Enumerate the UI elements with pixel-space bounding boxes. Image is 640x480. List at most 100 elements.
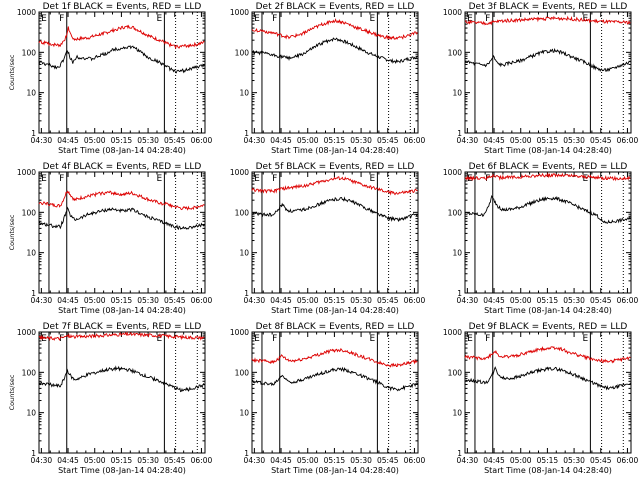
series-lld-line <box>251 176 418 196</box>
y-tick-label: 1 <box>457 289 462 298</box>
chart-title: Det 9f BLACK = Events, RED = LLD <box>469 322 628 332</box>
chart-title: Det 3f BLACK = Events, RED = LLD <box>469 2 628 12</box>
plot-frame <box>464 11 632 134</box>
chart-panel-4: Det 4f BLACK = Events, RED = LLD 1 10 100 10… <box>8 162 212 315</box>
x-tick-label: 06:00 <box>404 136 426 145</box>
event-marker-label: E <box>467 334 473 344</box>
x-axis-label: Start Time (08-Jan-14 04:28:40) <box>271 306 399 315</box>
event-marker-label: E <box>254 14 260 24</box>
x-tick-label: 06:00 <box>404 296 426 305</box>
plot-frame <box>251 331 419 454</box>
plot-frame <box>251 171 419 294</box>
chart-title: Det 5f BLACK = Events, RED = LLD <box>256 162 415 172</box>
series-events-line <box>464 195 631 224</box>
x-tick-label: 05:15 <box>111 136 133 145</box>
y-tick-label: 100 <box>448 368 463 377</box>
y-axis-label: Counts/sec <box>8 374 16 410</box>
x-tick-label: 05:15 <box>324 456 346 465</box>
y-tick-label: 100 <box>235 208 250 217</box>
event-marker-label: F <box>59 174 64 184</box>
series-lld-line <box>464 346 631 364</box>
x-tick-label: 05:15 <box>324 136 346 145</box>
x-tick-label: 04:45 <box>57 296 79 305</box>
chart-panel-7: Det 7f BLACK = Events, RED = LLD 1 10 100 10… <box>8 322 212 475</box>
series-events-line <box>38 365 205 393</box>
plot-frame <box>464 171 632 294</box>
x-tick-label: 05:15 <box>111 296 133 305</box>
y-tick-label: 100 <box>22 368 37 377</box>
x-tick-label: 05:45 <box>377 456 399 465</box>
event-marker-label: E <box>583 334 589 344</box>
chart-title: Det 4f BLACK = Events, RED = LLD <box>43 162 202 172</box>
x-tick-label: 04:30 <box>457 456 479 465</box>
y-tick-label: 1000 <box>17 328 36 337</box>
series-lld-line <box>464 172 631 182</box>
x-tick-label: 05:45 <box>377 296 399 305</box>
series-events-line <box>251 366 418 392</box>
x-tick-label: 05:00 <box>510 456 532 465</box>
y-tick-label: 1 <box>457 449 462 458</box>
x-tick-label: 04:45 <box>57 136 79 145</box>
y-tick-label: 1000 <box>17 168 36 177</box>
x-tick-label: 04:45 <box>270 456 292 465</box>
y-tick-label: 1000 <box>443 168 462 177</box>
plot-frame <box>251 11 419 134</box>
series-lld-line <box>38 331 205 341</box>
y-tick-label: 10 <box>452 249 462 258</box>
x-tick-label: 06:00 <box>617 296 639 305</box>
x-tick-label: 05:00 <box>510 136 532 145</box>
x-tick-label: 05:00 <box>297 136 319 145</box>
x-tick-label: 05:15 <box>324 296 346 305</box>
x-tick-label: 05:30 <box>350 296 372 305</box>
series-events-line <box>38 206 205 231</box>
event-marker-label: E <box>254 334 260 344</box>
event-marker-label: F <box>485 174 490 184</box>
x-tick-label: 04:45 <box>483 296 505 305</box>
y-axis-label: Counts/sec <box>8 54 16 90</box>
chart-panel-1: Det 1f BLACK = Events, RED = LLD 1 10 100 10… <box>8 2 212 155</box>
series-lld-line <box>38 190 205 211</box>
y-tick-label: 10 <box>26 249 36 258</box>
x-tick-label: 04:30 <box>244 136 266 145</box>
chart-panel-6: Det 6f BLACK = Events, RED = LLD 1 10 100 10… <box>443 162 639 315</box>
y-tick-label: 1000 <box>230 8 249 17</box>
chart-title: Det 1f BLACK = Events, RED = LLD <box>43 2 202 12</box>
x-tick-label: 05:30 <box>350 136 372 145</box>
event-marker-label: F <box>272 14 277 24</box>
series-lld-line <box>38 24 205 50</box>
x-tick-label: 04:45 <box>57 456 79 465</box>
y-tick-label: 100 <box>235 48 250 57</box>
y-axis-label: Counts/sec <box>8 214 16 250</box>
x-axis-label: Start Time (08-Jan-14 04:28:40) <box>58 306 186 315</box>
series-events-line <box>251 196 418 223</box>
x-tick-label: 05:45 <box>590 136 612 145</box>
chart-title: Det 7f BLACK = Events, RED = LLD <box>43 322 202 332</box>
y-tick-label: 10 <box>239 249 249 258</box>
chart-title: Det 8f BLACK = Events, RED = LLD <box>256 322 415 332</box>
series-lld-line <box>464 15 631 26</box>
event-marker-label: F <box>485 334 490 344</box>
y-tick-label: 1 <box>31 129 36 138</box>
x-tick-label: 04:30 <box>31 296 53 305</box>
y-tick-label: 1000 <box>17 8 36 17</box>
event-marker-label: F <box>485 14 490 24</box>
x-axis-label: Start Time (08-Jan-14 04:28:40) <box>484 306 612 315</box>
x-tick-label: 05:30 <box>137 296 159 305</box>
x-tick-label: 05:30 <box>137 136 159 145</box>
chart-panel-5: Det 5f BLACK = Events, RED = LLD 1 10 100 10… <box>230 162 426 315</box>
y-tick-label: 10 <box>26 409 36 418</box>
series-events-line <box>465 366 631 391</box>
x-tick-label: 05:00 <box>84 456 106 465</box>
y-tick-label: 1 <box>457 129 462 138</box>
x-tick-label: 06:00 <box>617 136 639 145</box>
y-tick-label: 1 <box>244 129 249 138</box>
chart-panel-9: Det 9f BLACK = Events, RED = LLD 1 10 100 10… <box>443 322 639 475</box>
x-tick-label: 05:45 <box>164 136 186 145</box>
y-tick-label: 10 <box>452 409 462 418</box>
x-tick-label: 04:45 <box>270 296 292 305</box>
x-tick-label: 06:00 <box>191 456 213 465</box>
event-marker-label: E <box>370 334 376 344</box>
event-marker-label: E <box>583 174 589 184</box>
event-marker-label: E <box>254 174 260 184</box>
x-axis-label: Start Time (08-Jan-14 04:28:40) <box>58 146 186 155</box>
